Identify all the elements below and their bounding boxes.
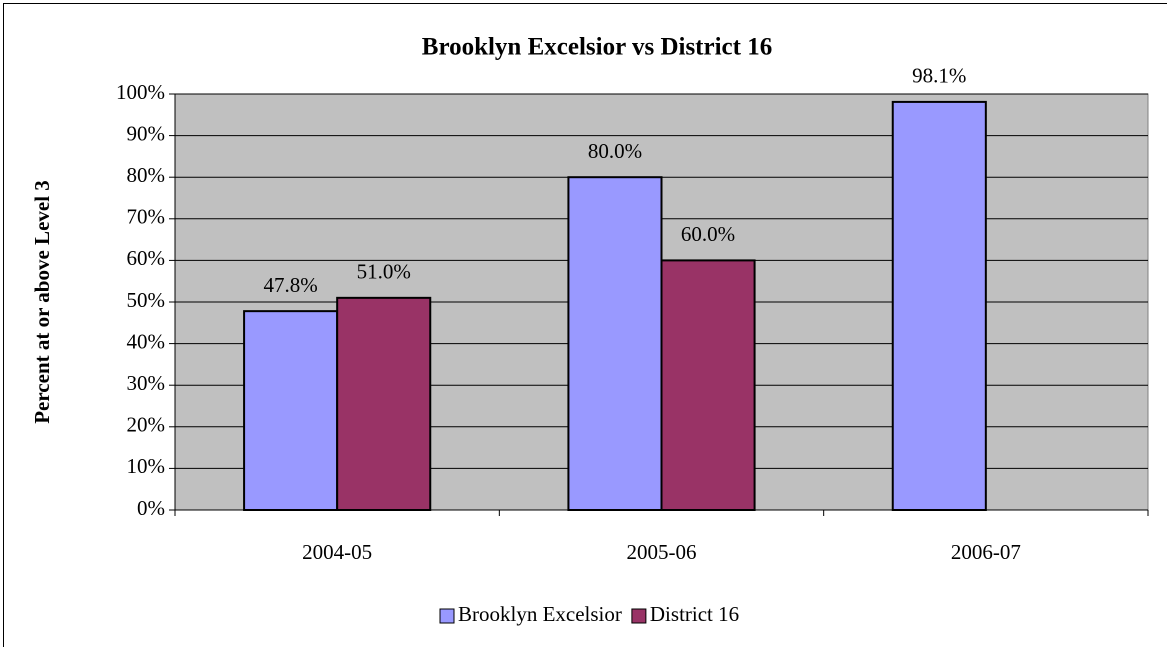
bar xyxy=(336,296,432,511)
y-tick-label: 0% xyxy=(137,496,165,520)
bar xyxy=(567,176,663,511)
y-tick-label: 90% xyxy=(127,121,166,145)
data-label: 51.0% xyxy=(357,260,411,284)
data-label: 47.8% xyxy=(263,273,317,297)
data-label: 98.1% xyxy=(912,64,966,88)
chart-title: Brooklyn Excelsior vs District 16 xyxy=(422,34,772,61)
legend-label: Brooklyn Excelsior xyxy=(458,602,622,626)
y-tick-label: 60% xyxy=(127,246,166,270)
legend-label: District 16 xyxy=(650,602,739,626)
bar xyxy=(891,100,987,512)
y-tick-label: 100% xyxy=(116,80,165,104)
data-label: 80.0% xyxy=(588,139,642,163)
y-tick-label: 80% xyxy=(127,163,166,187)
legend-swatch xyxy=(439,608,455,624)
y-tick-label: 10% xyxy=(127,454,166,478)
data-label: 60.0% xyxy=(681,222,735,246)
y-tick-label: 30% xyxy=(127,371,166,395)
bar xyxy=(660,259,756,511)
y-axis-label: Percent at or above Level 3 xyxy=(30,180,54,424)
bar xyxy=(243,310,339,512)
y-tick-label: 70% xyxy=(127,205,166,229)
y-tick-label: 50% xyxy=(127,288,166,312)
y-tick-label: 40% xyxy=(127,329,166,353)
x-tick-label: 2005-06 xyxy=(627,540,697,564)
legend-swatch xyxy=(631,608,647,624)
y-tick-label: 20% xyxy=(127,413,166,437)
x-tick-label: 2006-07 xyxy=(951,540,1021,564)
x-tick-label: 2004-05 xyxy=(302,540,372,564)
